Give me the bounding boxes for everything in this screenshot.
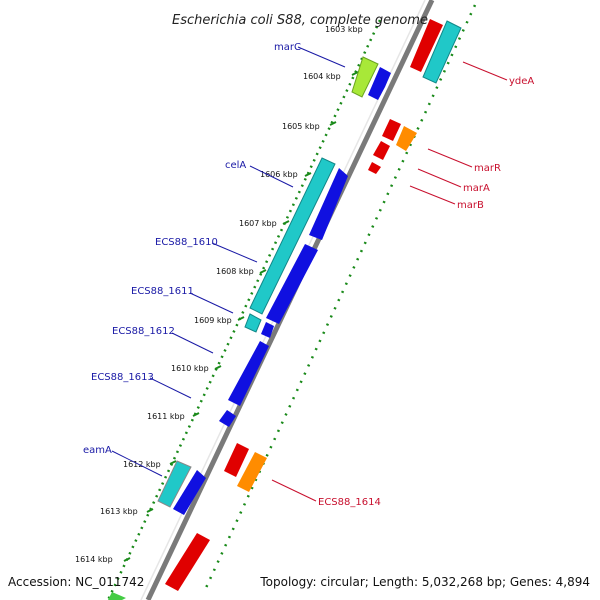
leader-lines-left: [111, 46, 346, 477]
kbp-label-1606: 1606 kbp: [260, 170, 298, 179]
kbp-label-1605: 1605 kbp: [282, 122, 320, 131]
gene-label-ydeA[interactable]: ydeA: [509, 76, 534, 87]
gene-label-eamA[interactable]: eamA: [83, 445, 112, 456]
gene-reverse-arrow-4[interactable]: [165, 533, 210, 591]
gene-marA-arrow[interactable]: [373, 141, 390, 160]
gene-reverse-arrow-3[interactable]: [224, 443, 249, 477]
gene-marB-arrow[interactable]: [368, 162, 381, 174]
topology-text: Topology: circular; Length: 5,032,268 bp…: [259, 575, 590, 589]
gene-marC-arrow[interactable]: [351, 56, 379, 98]
gene-ECS88_1612-arrow[interactable]: [228, 341, 269, 406]
kbp-label-1608: 1608 kbp: [216, 267, 254, 276]
gene-label-ECS88_1612[interactable]: ECS88_1612: [112, 326, 175, 337]
gene-forward-arrow-5[interactable]: [173, 470, 206, 515]
gene-ECS88_1613-arrow[interactable]: [219, 410, 236, 427]
accession-text: Accession: NC_011742: [8, 575, 144, 589]
gene-forward-arrow-1[interactable]: [368, 67, 391, 100]
gene-label-celA[interactable]: celA: [225, 160, 246, 171]
figure-title: Escherichia coli S88, complete genome: [172, 13, 428, 28]
kbp-scale-track: [106, 19, 382, 600]
gene-lime-partial[interactable]: [108, 592, 126, 600]
kbp-label-1611: 1611 kbp: [147, 412, 185, 421]
gene-label-ECS88_1611[interactable]: ECS88_1611: [131, 286, 194, 297]
gene-eamA-arrow[interactable]: [157, 460, 192, 508]
gene-celA-arrow[interactable]: [249, 157, 336, 315]
kbp-label-1604: 1604 kbp: [303, 72, 341, 81]
gene-label-marB[interactable]: marB: [457, 200, 484, 211]
kbp-label-1613: 1613 kbp: [100, 507, 138, 516]
gene-label-ECS88_1610[interactable]: ECS88_1610: [155, 237, 218, 248]
kbp-label-1609: 1609 kbp: [194, 316, 232, 325]
gene-reverse-arrow-2[interactable]: [382, 119, 401, 141]
kbp-label-1610: 1610 kbp: [171, 364, 209, 373]
kbp-label-1614: 1614 kbp: [75, 555, 113, 564]
gene-forward-arrow-4[interactable]: [261, 322, 274, 338]
gene-forward-arrow-2[interactable]: [309, 168, 348, 240]
gene-label-ECS88_1613[interactable]: ECS88_1613: [91, 372, 154, 383]
gene-label-ECS88_1614[interactable]: ECS88_1614: [318, 497, 381, 508]
gene-ECS88_1611-arrow[interactable]: [244, 313, 262, 333]
gene-ydeA-arrow[interactable]: [422, 20, 462, 84]
gene-label-marR[interactable]: marR: [474, 163, 501, 174]
leader-lines-right: [271, 61, 508, 502]
kbp-major-ticks: [123, 71, 359, 562]
gene-label-marC[interactable]: marC: [274, 42, 301, 53]
gene-marR-arrow[interactable]: [396, 126, 417, 151]
gene-label-marA[interactable]: marA: [463, 183, 490, 194]
kbp-label-1603: 1603 kbp: [325, 25, 363, 34]
gene-ECS88_1614-arrow[interactable]: [237, 452, 267, 492]
kbp-label-1607: 1607 kbp: [239, 219, 277, 228]
gene-forward-arrow-3[interactable]: [266, 244, 318, 324]
kbp-label-1612: 1612 kbp: [123, 460, 161, 469]
gene-reverse-arrow-1[interactable]: [410, 19, 443, 72]
